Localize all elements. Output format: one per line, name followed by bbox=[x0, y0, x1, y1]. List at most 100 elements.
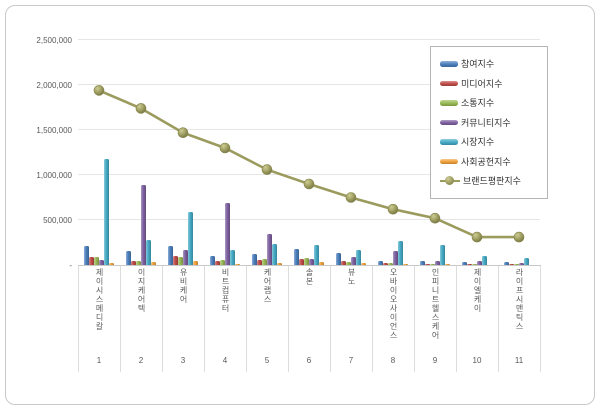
gridline-2000000 bbox=[78, 84, 540, 85]
legend: 참여지수 미디어지수 소통지수 커뮤니티지수 시장지수 사회공헌지수 브랜드평판지수 bbox=[430, 46, 548, 199]
bar-사회공헌지수 bbox=[529, 264, 534, 265]
y-tick-label: 2,000,000 bbox=[36, 81, 72, 90]
gridline-500000 bbox=[78, 219, 540, 220]
category-rank-4: 4 bbox=[222, 356, 228, 365]
bar-커뮤니티지수 bbox=[267, 234, 272, 265]
category-rank-2: 2 bbox=[138, 356, 144, 365]
legend-swatch-icon bbox=[440, 158, 458, 164]
bar-미디어지수 bbox=[89, 256, 94, 265]
bar-커뮤니티지수 bbox=[519, 262, 524, 265]
legend-swatch-icon bbox=[440, 61, 458, 67]
category-label-text: 솔본 bbox=[305, 268, 314, 286]
category-separator bbox=[246, 266, 247, 372]
bar-사회공헌지수 bbox=[361, 263, 366, 265]
category-label-10: 제이엘케이 bbox=[456, 268, 498, 354]
bar-참여지수 bbox=[420, 260, 425, 265]
bar-커뮤니티지수 bbox=[351, 257, 356, 265]
line-marker-4 bbox=[219, 142, 231, 154]
category-label-2: 이지케어텍 bbox=[120, 268, 162, 354]
bar-커뮤니티지수 bbox=[309, 258, 314, 265]
bar-group-6 bbox=[288, 40, 330, 265]
category-label-1: 제이시스메디칼 bbox=[78, 268, 120, 354]
bar-커뮤니티지수 bbox=[477, 261, 482, 265]
category-label-6: 솔본 bbox=[288, 268, 330, 354]
bar-group-11 bbox=[498, 40, 540, 265]
category-label-9: 인피니트헬스케어 bbox=[414, 268, 456, 354]
y-tick-label: 2,500,000 bbox=[36, 36, 72, 45]
bar-소통지수 bbox=[472, 264, 477, 265]
bar-참여지수 bbox=[126, 250, 131, 265]
category-label-text: 라이프시맨틱스 bbox=[515, 268, 524, 331]
line-marker-7 bbox=[345, 192, 357, 203]
bar-시장지수 bbox=[272, 244, 277, 265]
bar-미디어지수 bbox=[215, 261, 220, 265]
bar-사회공헌지수 bbox=[193, 261, 198, 265]
y-tick-label: - bbox=[69, 261, 72, 270]
bar-사회공헌지수 bbox=[487, 264, 492, 265]
category-rank-10: 10 bbox=[472, 356, 482, 365]
bar-참여지수 bbox=[252, 254, 257, 265]
bar-사회공헌지수 bbox=[277, 263, 282, 265]
category-rank-8: 8 bbox=[390, 356, 396, 365]
legend-label: 소통지수 bbox=[461, 98, 495, 109]
y-tick-label: 1,500,000 bbox=[36, 126, 72, 135]
bar-소통지수 bbox=[178, 256, 183, 265]
bar-사회공헌지수 bbox=[235, 263, 240, 265]
line-marker-11 bbox=[513, 231, 525, 243]
y-tick-label: 500,000 bbox=[43, 216, 72, 225]
brand-index-line bbox=[93, 85, 525, 243]
category-separator bbox=[288, 266, 289, 372]
bar-소통지수 bbox=[136, 261, 141, 265]
bar-미디어지수 bbox=[509, 264, 514, 265]
category-separator bbox=[120, 266, 121, 372]
bar-미디어지수 bbox=[383, 263, 388, 265]
bar-소통지수 bbox=[94, 256, 99, 265]
bar-커뮤니티지수 bbox=[99, 259, 104, 265]
bar-미디어지수 bbox=[131, 260, 136, 265]
category-rank-5: 5 bbox=[264, 356, 270, 365]
bar-사회공헌지수 bbox=[109, 262, 114, 265]
category-separator bbox=[204, 266, 205, 372]
bar-미디어지수 bbox=[467, 264, 472, 265]
legend-item-소통지수: 소통지수 bbox=[440, 93, 547, 113]
category-rank-11: 11 bbox=[514, 356, 524, 365]
bar-미디어지수 bbox=[299, 258, 304, 265]
legend-label: 사회공헌지수 bbox=[461, 156, 511, 167]
legend-item-커뮤니티지수: 커뮤니티지수 bbox=[440, 113, 547, 133]
line-marker-5 bbox=[261, 164, 273, 175]
bar-미디어지수 bbox=[425, 263, 430, 265]
category-rank-3: 3 bbox=[180, 356, 186, 365]
bar-시장지수 bbox=[146, 239, 151, 265]
category-separator bbox=[162, 266, 163, 372]
bar-시장지수 bbox=[440, 244, 445, 265]
bar-참여지수 bbox=[378, 261, 383, 265]
category-label-text: 오바이오사이언스 bbox=[389, 268, 398, 340]
category-separator bbox=[456, 266, 457, 372]
bar-시장지수 bbox=[524, 257, 529, 265]
category-label-text: 제이시스메디칼 bbox=[95, 268, 104, 331]
category-label-7: 뷰노 bbox=[330, 268, 372, 354]
line-marker-8 bbox=[387, 203, 399, 215]
line-marker-9 bbox=[429, 212, 441, 224]
gridline-2500000 bbox=[78, 39, 540, 40]
bar-참여지수 bbox=[336, 253, 341, 265]
bar-사회공헌지수 bbox=[151, 262, 156, 265]
category-label-text: 제이엘케이 bbox=[473, 268, 482, 313]
bar-시장지수 bbox=[188, 211, 193, 265]
bar-group-7 bbox=[330, 40, 372, 265]
legend-label: 참여지수 bbox=[461, 59, 495, 70]
category-label-3: 유비케어 bbox=[162, 268, 204, 354]
legend-label: 브랜드평판지수 bbox=[463, 176, 521, 187]
bar-참여지수 bbox=[84, 246, 89, 265]
bar-미디어지수 bbox=[341, 261, 346, 265]
bar-미디어지수 bbox=[173, 256, 178, 265]
category-separator bbox=[540, 266, 541, 372]
bar-커뮤니티지수 bbox=[225, 202, 230, 265]
legend-swatch-icon bbox=[440, 80, 458, 86]
category-label-11: 라이프시맨틱스 bbox=[498, 268, 540, 354]
bar-시장지수 bbox=[230, 249, 235, 265]
legend-item-시장지수: 시장지수 bbox=[440, 132, 547, 152]
legend-item-사회공헌지수: 사회공헌지수 bbox=[440, 152, 547, 172]
legend-item-참여지수: 참여지수 bbox=[440, 54, 547, 74]
category-label-text: 비트컴퓨터 bbox=[221, 268, 230, 313]
